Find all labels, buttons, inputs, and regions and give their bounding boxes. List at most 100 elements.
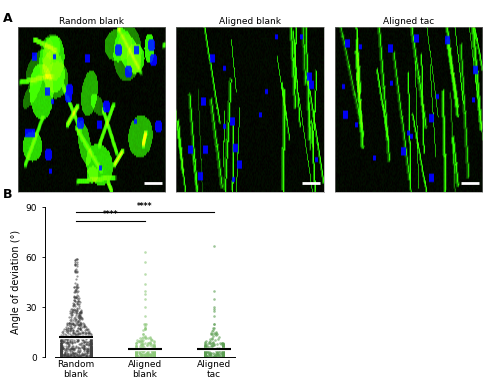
- Point: [74, 285, 82, 291]
- Point: [65, 320, 73, 326]
- Point: [80, 339, 88, 345]
- Point: [142, 354, 150, 360]
- Point: [66, 337, 74, 343]
- Point: [87, 352, 95, 358]
- Point: [143, 346, 151, 352]
- Point: [57, 354, 65, 360]
- Point: [219, 348, 227, 354]
- Point: [206, 341, 214, 347]
- Point: [86, 341, 94, 348]
- Point: [87, 353, 95, 359]
- Point: [87, 351, 95, 357]
- Point: [72, 295, 80, 301]
- Point: [85, 330, 93, 336]
- Point: [219, 352, 227, 358]
- Point: [142, 353, 150, 359]
- Point: [144, 349, 152, 356]
- Point: [83, 348, 91, 354]
- Point: [60, 328, 68, 334]
- Point: [74, 322, 82, 328]
- Point: [58, 353, 66, 359]
- Point: [210, 288, 218, 294]
- Point: [58, 345, 66, 351]
- Point: [150, 353, 158, 359]
- Point: [80, 348, 88, 354]
- Point: [68, 336, 76, 342]
- Point: [86, 338, 94, 344]
- Point: [57, 337, 65, 343]
- Point: [144, 349, 152, 355]
- Point: [62, 353, 70, 359]
- Point: [202, 353, 209, 359]
- Point: [57, 351, 65, 358]
- Point: [150, 354, 158, 360]
- Point: [150, 351, 158, 357]
- Point: [87, 339, 95, 346]
- Point: [82, 353, 90, 359]
- Point: [201, 351, 209, 357]
- Point: [150, 352, 158, 358]
- Title: Random blank: Random blank: [58, 17, 124, 26]
- Point: [201, 345, 209, 351]
- Point: [138, 347, 146, 353]
- Point: [86, 330, 94, 336]
- Point: [62, 347, 70, 353]
- Point: [57, 344, 65, 350]
- Point: [80, 343, 88, 349]
- Point: [138, 351, 146, 357]
- Point: [57, 343, 65, 349]
- Point: [58, 339, 66, 345]
- Point: [64, 353, 72, 359]
- Point: [148, 347, 156, 353]
- Point: [142, 353, 150, 359]
- Point: [150, 353, 158, 359]
- Point: [58, 341, 66, 347]
- Point: [219, 341, 227, 347]
- Point: [219, 348, 227, 354]
- Point: [58, 346, 66, 352]
- Point: [219, 343, 227, 349]
- Point: [210, 313, 218, 319]
- Point: [82, 324, 90, 330]
- Point: [75, 312, 83, 318]
- Point: [132, 353, 140, 359]
- Point: [87, 340, 95, 346]
- Point: [57, 349, 65, 356]
- Point: [64, 325, 72, 331]
- Point: [64, 351, 72, 358]
- Point: [85, 348, 93, 354]
- Point: [70, 352, 78, 358]
- Point: [203, 348, 211, 354]
- Point: [206, 351, 214, 357]
- Point: [58, 335, 66, 341]
- Point: [66, 350, 74, 356]
- Point: [76, 323, 84, 329]
- Point: [74, 321, 82, 327]
- Point: [218, 347, 226, 353]
- Point: [150, 353, 158, 359]
- Point: [82, 353, 90, 359]
- Point: [87, 347, 95, 353]
- Point: [150, 354, 158, 360]
- Point: [71, 318, 79, 324]
- Point: [72, 294, 80, 300]
- Point: [65, 343, 73, 349]
- Text: A: A: [2, 12, 12, 25]
- Point: [206, 352, 214, 358]
- Point: [201, 354, 209, 360]
- Point: [72, 295, 80, 301]
- Point: [87, 342, 95, 348]
- Point: [72, 268, 80, 275]
- Point: [150, 349, 158, 355]
- Point: [76, 331, 84, 338]
- Point: [87, 352, 95, 358]
- Point: [64, 339, 72, 345]
- Point: [57, 334, 65, 340]
- Point: [219, 352, 227, 358]
- Point: [68, 339, 76, 345]
- Point: [72, 345, 80, 351]
- Point: [64, 351, 72, 357]
- Point: [147, 351, 155, 358]
- Point: [132, 353, 140, 359]
- Point: [86, 338, 94, 344]
